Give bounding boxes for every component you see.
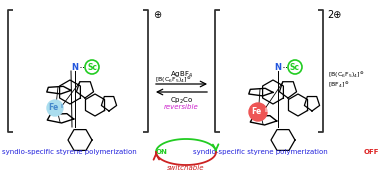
- Text: N: N: [71, 62, 79, 72]
- Circle shape: [47, 100, 63, 116]
- Text: 2⊕: 2⊕: [327, 10, 341, 20]
- Text: II: II: [60, 104, 64, 109]
- Text: [B(C$_6$F$_5$)$_4$]$^\ominus$: [B(C$_6$F$_5$)$_4$]$^\ominus$: [328, 70, 365, 80]
- Text: syndio-specific styrene polymerization: syndio-specific styrene polymerization: [2, 149, 139, 155]
- Text: Cp$_2$Co: Cp$_2$Co: [170, 96, 193, 106]
- Text: syndio-specific styrene polymerization: syndio-specific styrene polymerization: [193, 149, 330, 155]
- Text: III: III: [265, 107, 269, 113]
- Text: Sc: Sc: [87, 62, 97, 72]
- Text: Sc: Sc: [290, 62, 300, 72]
- Text: N: N: [274, 62, 282, 72]
- Text: reversible: reversible: [164, 104, 199, 110]
- Text: AgBF$_4$: AgBF$_4$: [170, 70, 193, 80]
- Text: Fe: Fe: [48, 104, 58, 113]
- Text: ⊕: ⊕: [153, 10, 161, 20]
- Text: Fe: Fe: [251, 107, 261, 116]
- Circle shape: [288, 60, 302, 74]
- Circle shape: [249, 103, 267, 121]
- Text: [BF$_4$]$^\ominus$: [BF$_4$]$^\ominus$: [328, 80, 350, 90]
- Text: [B(C$_6$F$_5$)$_4$]$^\ominus$: [B(C$_6$F$_5$)$_4$]$^\ominus$: [155, 75, 192, 85]
- Text: ON: ON: [156, 149, 168, 155]
- Text: switchable: switchable: [167, 165, 205, 171]
- Text: OFF: OFF: [364, 149, 378, 155]
- Circle shape: [85, 60, 99, 74]
